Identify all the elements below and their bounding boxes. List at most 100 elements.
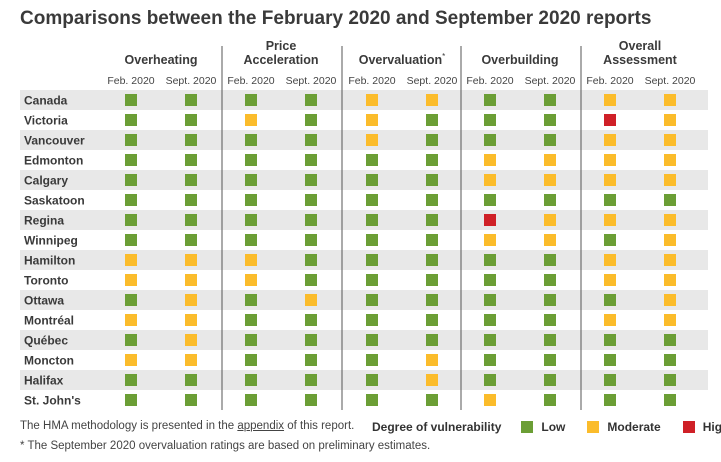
rating-square-low (484, 134, 496, 146)
rating-square-low (125, 114, 137, 126)
rating-square-low (305, 134, 317, 146)
rating-square-low (426, 254, 438, 266)
rating-square-low (484, 194, 496, 206)
rating-square-low (125, 334, 137, 346)
rating-square-low (604, 374, 616, 386)
city-label-winnipeg: Winnipeg (24, 234, 78, 248)
rating-square-low (544, 114, 556, 126)
period-header-feb-2020: Feb. 2020 (466, 75, 513, 87)
rating-square-low (484, 94, 496, 106)
legend-item-moderate: Moderate (587, 420, 661, 434)
period-header-sept-2020: Sept. 2020 (166, 75, 217, 87)
period-header-sept-2020: Sept. 2020 (286, 75, 337, 87)
rating-square-moderate (245, 254, 257, 266)
rating-square-moderate (426, 374, 438, 386)
rating-square-low (125, 394, 137, 406)
methodology-footnote: The HMA methodology is presented in the … (20, 420, 354, 432)
appendix-link[interactable]: appendix (237, 420, 285, 432)
rating-square-low (484, 354, 496, 366)
rating-square-low (245, 174, 257, 186)
rating-square-low (366, 254, 378, 266)
rating-square-low (484, 314, 496, 326)
city-label-edmonton: Edmonton (24, 154, 83, 168)
rating-square-low (185, 154, 197, 166)
rating-square-low (245, 134, 257, 146)
group-header-overall-assessment: Overall (619, 39, 661, 53)
rating-square-low (366, 374, 378, 386)
rating-square-moderate (664, 154, 676, 166)
city-label-saskatoon: Saskatoon (24, 194, 85, 208)
legend-label-low: Low (541, 420, 566, 434)
rating-square-moderate (664, 254, 676, 266)
rating-square-low (484, 254, 496, 266)
rating-square-low (125, 194, 137, 206)
rating-square-low (484, 374, 496, 386)
city-label-regina: Regina (24, 214, 64, 228)
rating-square-moderate (664, 274, 676, 286)
rating-square-low (305, 254, 317, 266)
rating-square-low (305, 174, 317, 186)
rating-square-low (366, 314, 378, 326)
rating-square-moderate (544, 174, 556, 186)
period-header-sept-2020: Sept. 2020 (525, 75, 576, 87)
rating-square-low (305, 194, 317, 206)
rating-square-moderate (604, 174, 616, 186)
rating-square-low (305, 394, 317, 406)
rating-square-low (426, 294, 438, 306)
rating-square-moderate (604, 314, 616, 326)
rating-square-moderate (426, 94, 438, 106)
period-header-sept-2020: Sept. 2020 (407, 75, 458, 87)
city-label-ottawa: Ottawa (24, 294, 64, 308)
rating-square-low (484, 274, 496, 286)
footnote-text-after: of this report. (284, 420, 355, 432)
rating-square-low (125, 234, 137, 246)
rating-square-low (245, 394, 257, 406)
rating-square-moderate (366, 134, 378, 146)
rating-square-low (426, 234, 438, 246)
rating-square-moderate (185, 354, 197, 366)
rating-square-low (664, 354, 676, 366)
rating-square-moderate (604, 94, 616, 106)
rating-square-low (426, 214, 438, 226)
rating-square-moderate (366, 94, 378, 106)
city-label-canada: Canada (24, 94, 68, 108)
rating-square-low (245, 194, 257, 206)
rating-square-low (305, 354, 317, 366)
rating-square-low (125, 134, 137, 146)
overvaluation-footnote: * The September 2020 overvaluation ratin… (20, 440, 431, 452)
rating-square-low (664, 394, 676, 406)
legend-swatch-low (521, 421, 534, 433)
rating-square-low (366, 174, 378, 186)
rating-square-low (185, 194, 197, 206)
rating-square-low (426, 154, 438, 166)
rating-square-low (305, 314, 317, 326)
rating-square-low (426, 394, 438, 406)
rating-square-moderate (664, 214, 676, 226)
rating-square-low (604, 234, 616, 246)
rating-square-moderate (484, 234, 496, 246)
period-header-feb-2020: Feb. 2020 (586, 75, 633, 87)
rating-square-low (305, 154, 317, 166)
rating-square-low (245, 354, 257, 366)
rating-square-low (305, 234, 317, 246)
rating-square-low (125, 294, 137, 306)
rating-square-moderate (544, 234, 556, 246)
group-header-overall-assessment: Assessment (603, 53, 677, 67)
legend-title: Degree of vulnerability (372, 420, 502, 434)
rating-square-low (544, 334, 556, 346)
city-label-halifax: Halifax (24, 374, 64, 388)
rating-square-low (185, 214, 197, 226)
rating-square-low (544, 294, 556, 306)
rating-square-moderate (366, 114, 378, 126)
rating-square-low (544, 314, 556, 326)
rating-square-low (426, 274, 438, 286)
rating-square-low (125, 94, 137, 106)
rating-square-low (664, 194, 676, 206)
rating-square-moderate (125, 314, 137, 326)
rating-square-low (185, 394, 197, 406)
rating-square-low (245, 154, 257, 166)
period-header-feb-2020: Feb. 2020 (227, 75, 274, 87)
rating-square-low (185, 114, 197, 126)
rating-square-moderate (664, 314, 676, 326)
rating-square-low (484, 334, 496, 346)
